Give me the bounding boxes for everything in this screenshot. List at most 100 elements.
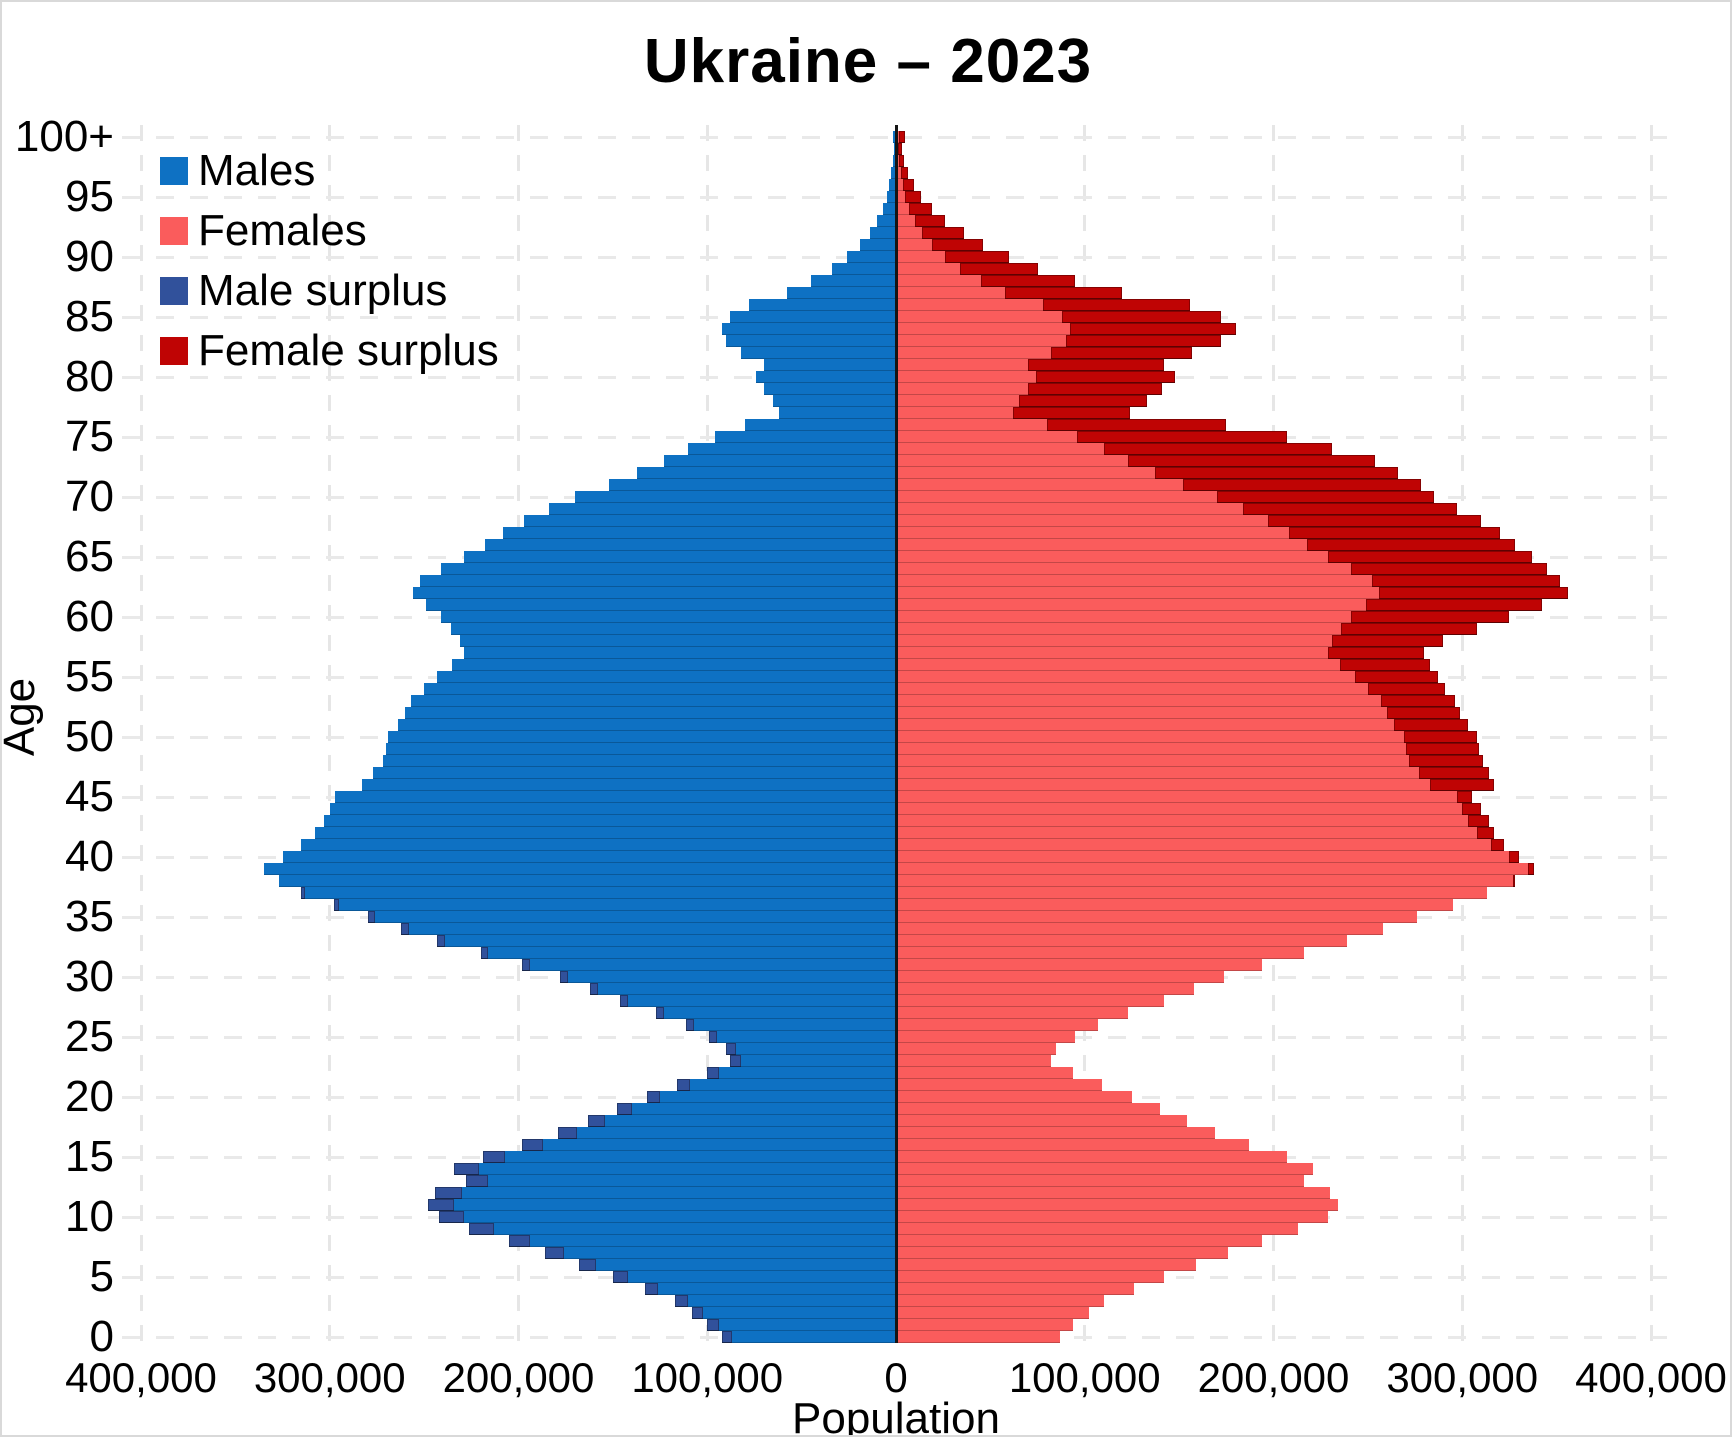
bar-female-surplus-age-49 (1405, 743, 1480, 755)
y-tick-label: 95 (65, 172, 114, 221)
bar-female-surplus-age-51 (1394, 719, 1468, 731)
bar-female-age-49 (896, 743, 1406, 755)
bar-female-surplus-age-72 (1154, 467, 1399, 479)
bar-male-surplus-age-25 (709, 1031, 717, 1043)
bar-female-age-11 (896, 1199, 1338, 1211)
bar-female-surplus-age-82 (1050, 347, 1193, 359)
bar-female-surplus-age-99 (898, 143, 902, 155)
bar-female-surplus-age-80 (1035, 371, 1176, 383)
bar-male-surplus-age-31 (522, 959, 530, 971)
bar-male-surplus-age-13 (465, 1175, 489, 1187)
y-tick-label: 15 (65, 1132, 114, 1181)
bar-female-age-52 (896, 707, 1387, 719)
y-tick-label: 50 (65, 712, 114, 761)
bar-female-age-59 (896, 623, 1342, 635)
chart-title: Ukraine – 2023 (643, 27, 1093, 96)
bar-female-age-61 (896, 599, 1366, 611)
bar-male-age-42 (314, 827, 896, 839)
bar-male-surplus-age-34 (401, 923, 410, 935)
bar-male-age-74 (688, 443, 896, 455)
females-swatch-icon (160, 217, 188, 245)
bar-female-age-78 (896, 395, 1019, 407)
bar-female-age-34 (896, 923, 1383, 935)
bar-female-age-3 (896, 1295, 1104, 1307)
bar-male-age-0 (731, 1331, 896, 1343)
bar-male-age-22 (718, 1067, 896, 1079)
bar-female-age-87 (896, 287, 1006, 299)
y-tick-label: 80 (65, 352, 114, 401)
bar-male-age-29 (597, 983, 896, 995)
bar-female-age-1 (896, 1319, 1074, 1331)
bar-male-age-68 (524, 515, 896, 527)
bar-male-age-89 (831, 263, 896, 275)
bar-female-surplus-age-75 (1077, 431, 1287, 443)
bar-female-age-35 (896, 911, 1417, 923)
bar-male-age-36 (339, 899, 896, 911)
bar-female-surplus-age-60 (1350, 611, 1510, 623)
bar-female-age-24 (896, 1043, 1057, 1055)
bar-female-age-54 (896, 683, 1368, 695)
bar-male-age-5 (627, 1271, 896, 1283)
bar-female-age-33 (896, 935, 1348, 947)
bar-male-age-65 (463, 551, 896, 563)
bar-female-age-75 (896, 431, 1078, 443)
bar-male-surplus-age-33 (437, 935, 445, 947)
bar-female-surplus-age-44 (1462, 803, 1482, 815)
bar-female-age-85 (896, 311, 1063, 323)
bar-female-surplus-age-65 (1328, 551, 1533, 563)
bar-male-surplus-age-28 (620, 995, 628, 1007)
bar-female-age-13 (896, 1175, 1304, 1187)
bar-female-age-38 (896, 875, 1514, 887)
bar-female-age-86 (896, 299, 1044, 311)
bar-male-age-4 (658, 1283, 896, 1295)
bar-female-age-25 (896, 1031, 1076, 1043)
bar-male-age-32 (488, 947, 896, 959)
bar-male-age-18 (605, 1115, 896, 1127)
bar-male-age-54 (424, 683, 896, 695)
bar-female-age-55 (896, 671, 1355, 683)
bar-female-age-81 (896, 359, 1029, 371)
bar-male-age-16 (543, 1139, 896, 1151)
bar-male-age-49 (386, 743, 896, 755)
bar-female-age-82 (896, 347, 1051, 359)
x-tick-label: 300,000 (253, 1354, 406, 1401)
bar-female-surplus-age-90 (945, 251, 1010, 263)
bar-female-surplus-age-73 (1128, 455, 1376, 467)
bar-male-surplus-age-4 (644, 1283, 659, 1295)
bar-male-age-33 (444, 935, 896, 947)
bar-female-surplus-age-41 (1490, 839, 1504, 851)
bar-female-age-36 (896, 899, 1453, 911)
bar-female-age-2 (896, 1307, 1089, 1319)
bar-male-age-86 (748, 299, 896, 311)
bar-male-age-45 (335, 791, 896, 803)
males-swatch-icon (160, 157, 188, 185)
y-tick-label: 65 (65, 532, 114, 581)
bar-male-surplus-age-19 (616, 1103, 632, 1115)
bar-male-age-47 (373, 767, 896, 779)
y-tick-label: 60 (65, 592, 114, 641)
bar-male-age-60 (441, 611, 896, 623)
bar-female-age-29 (896, 983, 1195, 995)
bar-male-age-75 (714, 431, 896, 443)
x-tick-label: 300,000 (1386, 1354, 1539, 1401)
bar-female-age-48 (896, 755, 1410, 767)
bar-female-age-94 (896, 203, 910, 215)
bar-female-age-9 (896, 1223, 1299, 1235)
bar-male-age-70 (575, 491, 896, 503)
bar-male-age-26 (694, 1019, 896, 1031)
bar-female-surplus-age-81 (1028, 359, 1165, 371)
bar-male-age-77 (778, 407, 896, 419)
bar-male-surplus-age-9 (469, 1223, 494, 1235)
bar-female-age-66 (896, 539, 1308, 551)
bar-female-surplus-age-83 (1065, 335, 1221, 347)
bar-female-surplus-age-74 (1103, 443, 1332, 455)
y-tick-label: 90 (65, 232, 114, 281)
y-axis-title: Age (0, 677, 44, 757)
legend: Males Females Male surplus Female surplu… (160, 148, 499, 374)
legend-item-females: Females (160, 208, 499, 254)
bar-male-surplus-age-7 (544, 1247, 564, 1259)
bar-male-age-25 (716, 1031, 896, 1043)
bar-female-surplus-age-79 (1028, 383, 1163, 395)
bar-female-age-40 (896, 851, 1510, 863)
